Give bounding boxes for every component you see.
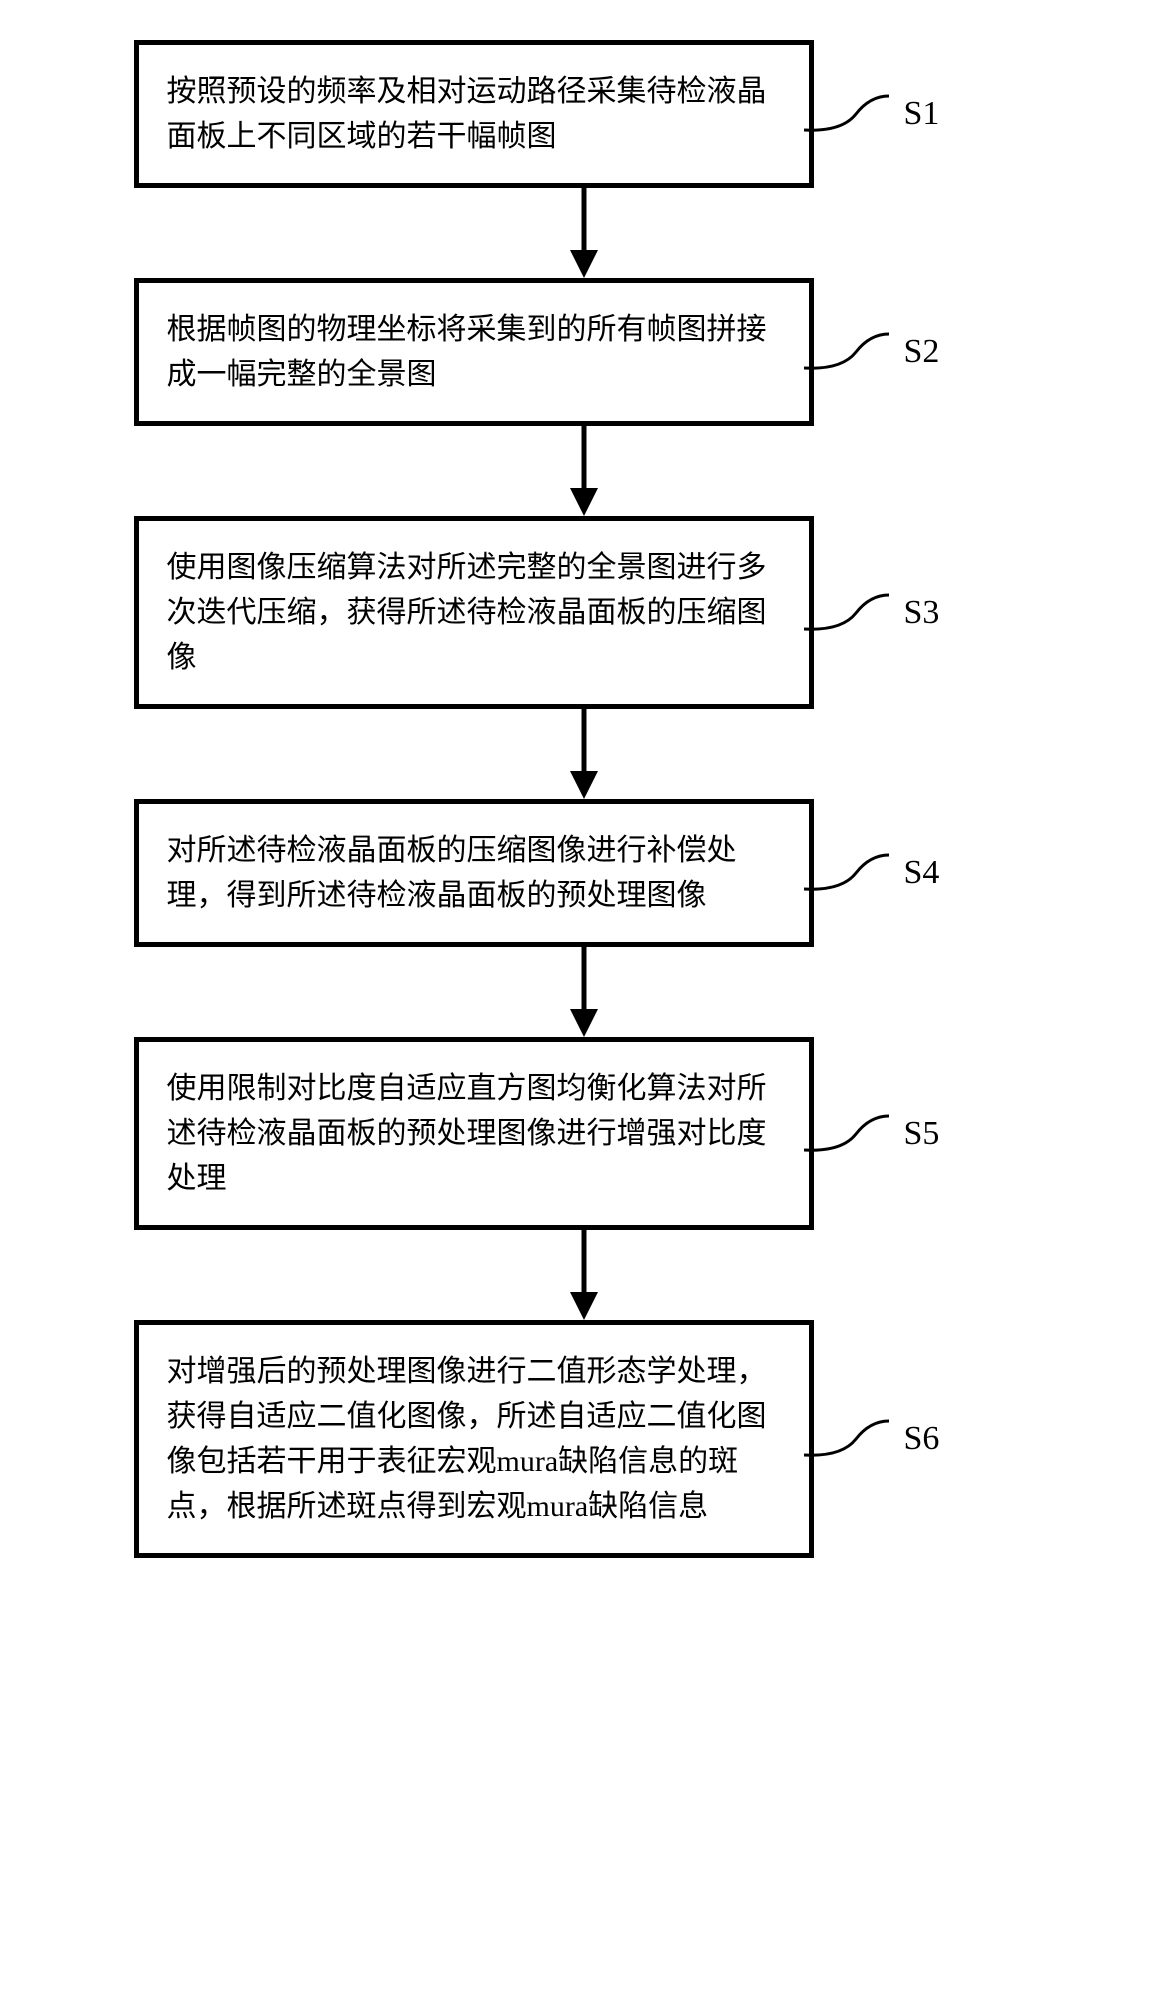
flow-box-s4: 对所述待检液晶面板的压缩图像进行补偿处理，得到所述待检液晶面板的预处理图像: [134, 799, 814, 947]
flow-arrow: [244, 426, 924, 516]
label-wrap-s3: S3: [814, 516, 994, 709]
label-wrap-s4: S4: [814, 799, 994, 947]
flow-box-s3: 使用图像压缩算法对所述完整的全景图进行多次迭代压缩，获得所述待检液晶面板的压缩图…: [134, 516, 814, 709]
flow-step-s3: 使用图像压缩算法对所述完整的全景图进行多次迭代压缩，获得所述待检液晶面板的压缩图…: [134, 516, 1034, 709]
flow-arrow: [244, 947, 924, 1037]
flow-arrow: [244, 188, 924, 278]
flow-box-s2: 根据帧图的物理坐标将采集到的所有帧图拼接成一幅完整的全景图: [134, 278, 814, 426]
step-label-s1: S1: [904, 95, 940, 133]
flow-step-s5: 使用限制对比度自适应直方图均衡化算法对所述待检液晶面板的预处理图像进行增强对比度…: [134, 1037, 1034, 1230]
label-wrap-s1: S1: [814, 40, 994, 188]
step-label-s2: S2: [904, 333, 940, 371]
flow-arrow: [244, 709, 924, 799]
flow-box-s5: 使用限制对比度自适应直方图均衡化算法对所述待检液晶面板的预处理图像进行增强对比度…: [134, 1037, 814, 1230]
flow-box-s1: 按照预设的频率及相对运动路径采集待检液晶面板上不同区域的若干幅帧图: [134, 40, 814, 188]
flow-step-s2: 根据帧图的物理坐标将采集到的所有帧图拼接成一幅完整的全景图 S2: [134, 278, 1034, 426]
flowchart-container: 按照预设的频率及相对运动路径采集待检液晶面板上不同区域的若干幅帧图 S1 根据帧…: [134, 40, 1034, 1558]
connector-s3: [804, 589, 894, 637]
connector-s4: [804, 849, 894, 897]
flow-step-s1: 按照预设的频率及相对运动路径采集待检液晶面板上不同区域的若干幅帧图 S1: [134, 40, 1034, 188]
step-label-s5: S5: [904, 1115, 940, 1153]
label-wrap-s2: S2: [814, 278, 994, 426]
step-label-s3: S3: [904, 594, 940, 632]
step-label-s4: S4: [904, 854, 940, 892]
connector-s2: [804, 328, 894, 376]
flow-arrow: [244, 1230, 924, 1320]
label-wrap-s5: S5: [814, 1037, 994, 1230]
flow-step-s6: 对增强后的预处理图像进行二值形态学处理，获得自适应二值化图像，所述自适应二值化图…: [134, 1320, 1034, 1558]
flow-box-s6: 对增强后的预处理图像进行二值形态学处理，获得自适应二值化图像，所述自适应二值化图…: [134, 1320, 814, 1558]
connector-s1: [804, 90, 894, 138]
connector-s6: [804, 1415, 894, 1463]
label-wrap-s6: S6: [814, 1320, 994, 1558]
flow-step-s4: 对所述待检液晶面板的压缩图像进行补偿处理，得到所述待检液晶面板的预处理图像 S4: [134, 799, 1034, 947]
step-label-s6: S6: [904, 1420, 940, 1458]
connector-s5: [804, 1110, 894, 1158]
